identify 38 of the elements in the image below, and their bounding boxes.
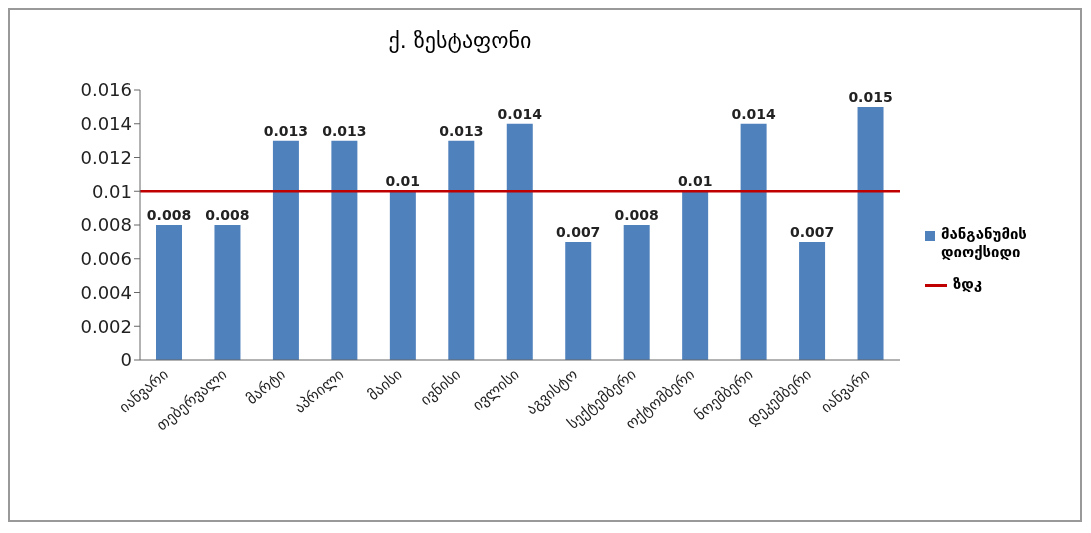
bar xyxy=(857,106,884,360)
y-tick-label: 0.014 xyxy=(80,113,132,135)
y-tick-label: 0.012 xyxy=(80,146,132,168)
data-label: 0.013 xyxy=(322,122,367,139)
data-label: 0.01 xyxy=(677,173,713,190)
bar xyxy=(448,140,475,360)
y-tick-label: 0.016 xyxy=(80,79,132,101)
y-tick-label: 0 xyxy=(120,349,132,371)
data-label: 0.008 xyxy=(614,207,659,223)
data-label: 0.007 xyxy=(789,223,835,240)
bar xyxy=(565,241,592,360)
bar xyxy=(331,140,358,360)
data-label: 0.01 xyxy=(385,173,421,190)
bar xyxy=(389,191,416,360)
bar xyxy=(799,241,826,360)
bar xyxy=(506,123,533,360)
data-label: 0.008 xyxy=(146,207,192,223)
data-label: 0.007 xyxy=(556,223,601,240)
bar xyxy=(682,191,709,360)
legend-label: ზდკ xyxy=(953,275,984,293)
y-tick-label: 0.008 xyxy=(80,214,132,236)
y-tick-label: 0.006 xyxy=(80,248,132,270)
data-label: 0.008 xyxy=(205,207,250,223)
chart-title: ქ. ზესტაფონი xyxy=(387,28,533,53)
y-tick-label: 0.004 xyxy=(80,281,132,303)
data-label: 0.015 xyxy=(848,88,893,105)
bar xyxy=(623,225,650,360)
bar xyxy=(740,123,767,360)
bar xyxy=(214,225,241,360)
data-label: 0.013 xyxy=(439,122,484,139)
data-label: 0.013 xyxy=(263,122,309,139)
bar xyxy=(272,140,299,360)
legend-label: მანგანუმის დიოქსიდი xyxy=(941,225,1028,261)
y-tick-label: 0.01 xyxy=(91,180,132,202)
data-label: 0.014 xyxy=(731,105,777,122)
bar xyxy=(156,225,182,360)
y-tick-label: 0.002 xyxy=(80,315,132,337)
data-label: 0.014 xyxy=(497,105,543,122)
